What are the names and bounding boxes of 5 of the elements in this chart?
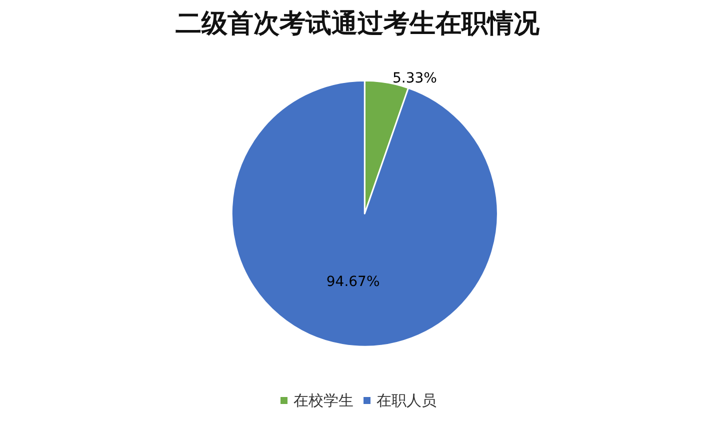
chart-title: 二级首次考试通过考生在职情况 — [176, 9, 540, 39]
data-label: 5.33% — [392, 70, 437, 87]
legend-label: 在校学生 — [294, 392, 354, 410]
data-label: 94.67% — [326, 274, 380, 290]
legend-label: 在职人员 — [376, 392, 436, 410]
